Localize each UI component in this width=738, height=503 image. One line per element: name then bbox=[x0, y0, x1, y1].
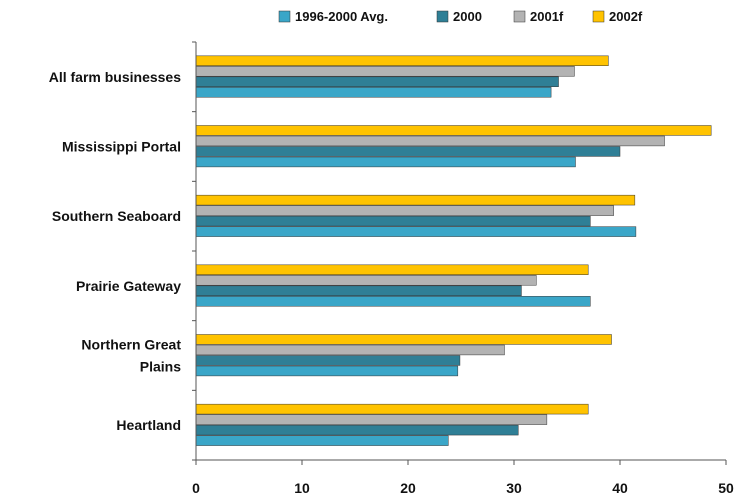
legend-label: 2000 bbox=[453, 9, 482, 24]
bars bbox=[195, 55, 712, 446]
legend-label: 2002f bbox=[609, 9, 643, 24]
bar-1996-2000-avg--4 bbox=[195, 365, 459, 377]
bar-2000-4 bbox=[195, 355, 461, 366]
legend-label: 2001f bbox=[530, 9, 564, 24]
legend: 1996-2000 Avg. 2000 2001f 2002f bbox=[278, 9, 643, 24]
bar-2002f-3 bbox=[195, 264, 589, 275]
bar-2002f-2 bbox=[195, 194, 636, 206]
category-label-line: All farm businesses bbox=[49, 69, 181, 85]
bar-2000-5 bbox=[195, 424, 519, 436]
bar-2001f-5 bbox=[195, 414, 548, 425]
x-tick-label: 0 bbox=[192, 480, 200, 496]
bar-2000-1 bbox=[195, 146, 621, 157]
x-tick-label: 20 bbox=[400, 480, 416, 496]
category-label-line: Prairie Gateway bbox=[76, 278, 181, 294]
category-label-line: Heartland bbox=[116, 417, 181, 433]
bar-2000-2 bbox=[195, 215, 591, 227]
bar-2001f-0 bbox=[195, 66, 575, 77]
bar-2002f-1 bbox=[195, 125, 712, 136]
category-label: Prairie Gateway bbox=[76, 278, 181, 294]
category-label: Mississippi Portal bbox=[62, 139, 181, 155]
bar-1996-2000-avg--1 bbox=[195, 156, 576, 168]
x-tick-label: 40 bbox=[612, 480, 628, 496]
bar-2001f-1 bbox=[195, 135, 665, 147]
bar-1996-2000-avg--3 bbox=[195, 296, 591, 307]
x-tick-label: 30 bbox=[506, 480, 522, 496]
category-label: Heartland bbox=[116, 417, 181, 433]
axes: 0 10 20 30 40 50 bbox=[192, 41, 734, 496]
bar-1996-2000-avg--0 bbox=[195, 87, 552, 98]
bar-2000-0 bbox=[195, 76, 559, 87]
category-label: All farm businesses bbox=[49, 69, 181, 85]
bar-2002f-5 bbox=[195, 403, 589, 415]
bar-2001f-3 bbox=[195, 275, 537, 286]
x-tick-label: 50 bbox=[718, 480, 734, 496]
bar-1996-2000-avg--2 bbox=[195, 226, 637, 237]
bar-2001f-4 bbox=[195, 344, 505, 356]
bar-2000-3 bbox=[195, 285, 522, 296]
legend-swatch bbox=[278, 10, 291, 23]
legend-swatch bbox=[513, 10, 526, 23]
bar-1996-2000-avg--5 bbox=[195, 435, 449, 446]
bar-2002f-4 bbox=[195, 334, 612, 345]
category-labels: All farm businesses Mississippi Portal Sou… bbox=[49, 69, 182, 433]
category-label: Northern Great Plains bbox=[81, 337, 181, 375]
category-label: Southern Seaboard bbox=[52, 208, 181, 224]
category-label-line: Southern Seaboard bbox=[52, 208, 181, 224]
category-label-line: Northern Great bbox=[81, 337, 181, 353]
category-label-line: Plains bbox=[140, 359, 181, 375]
bar-2002f-0 bbox=[195, 55, 609, 66]
legend-label: 1996-2000 Avg. bbox=[295, 9, 388, 24]
x-tick-label: 10 bbox=[294, 480, 310, 496]
category-label-line: Mississippi Portal bbox=[62, 139, 181, 155]
bar-2001f-2 bbox=[195, 205, 614, 216]
legend-swatch bbox=[436, 10, 449, 23]
legend-swatch bbox=[592, 10, 605, 23]
